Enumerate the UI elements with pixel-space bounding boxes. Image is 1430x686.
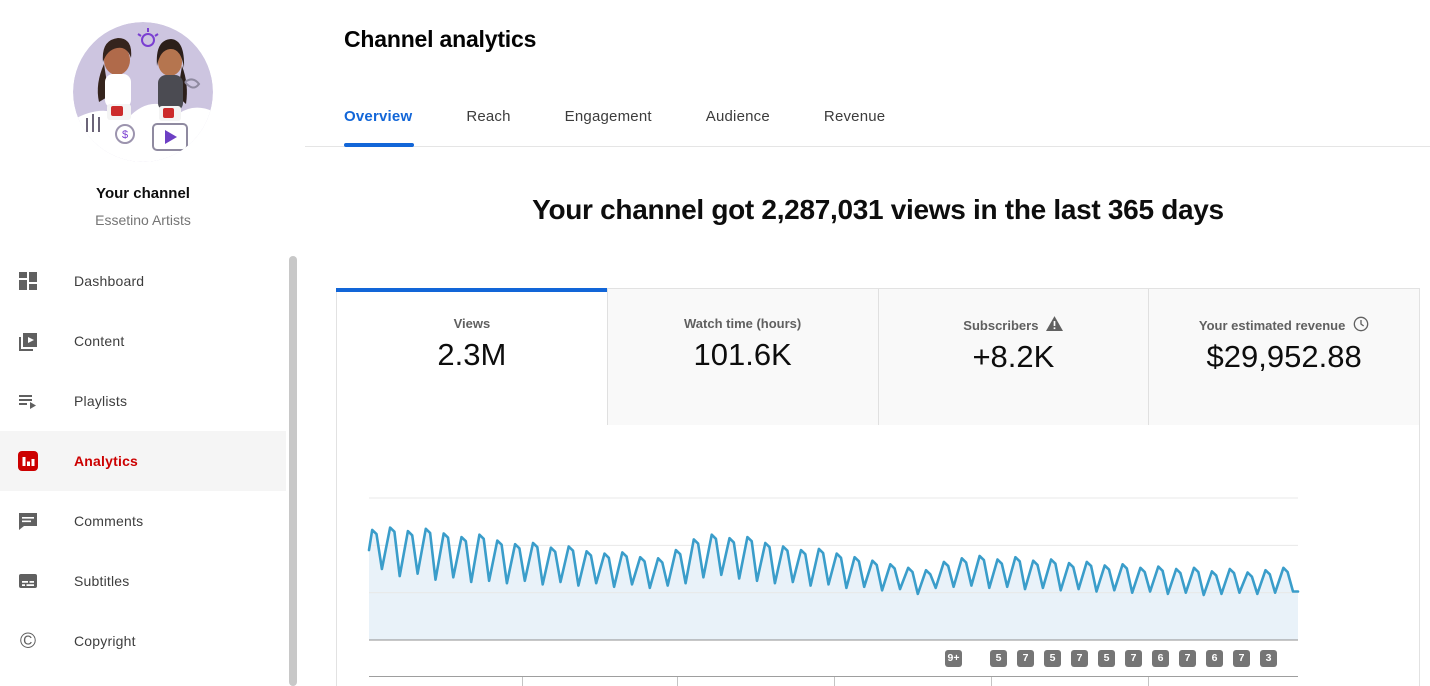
metric-label: Views <box>453 316 491 331</box>
metric-label: Watch time (hours) <box>684 316 802 331</box>
views-area-fill <box>369 527 1298 640</box>
metric-card-subscribers[interactable]: Subscribers +8.2K <box>878 289 1150 425</box>
video-marker-badge[interactable]: 7 <box>1017 650 1034 667</box>
metric-card-revenue[interactable]: Your estimated revenue $29,952.88 <box>1149 289 1419 425</box>
metric-value: 101.6K <box>693 337 792 372</box>
video-marker-badge[interactable]: 6 <box>1206 650 1223 667</box>
video-marker-badge[interactable]: 6 <box>1152 650 1169 667</box>
sidebar-item-label: Dashboard <box>74 273 145 289</box>
sidebar-item-label: Subtitles <box>74 573 130 589</box>
active-tab-indicator <box>344 143 414 147</box>
x-axis-tick <box>991 677 992 686</box>
comments-icon <box>16 509 40 533</box>
sidebar-scrollbar[interactable] <box>289 256 297 686</box>
svg-text:$: $ <box>122 129 128 141</box>
video-publish-markers: 9+ 5 7 5 7 5 7 6 7 6 7 3 <box>945 650 1277 667</box>
analytics-icon <box>16 449 40 473</box>
tab-revenue[interactable]: Revenue <box>823 108 886 125</box>
tabs-divider <box>305 146 1430 147</box>
video-marker-badge[interactable]: 7 <box>1233 650 1250 667</box>
video-marker-badge[interactable]: 9+ <box>945 650 962 667</box>
subtitles-icon <box>16 569 40 593</box>
clock-icon <box>1353 316 1369 335</box>
sidebar-item-playlists[interactable]: Playlists <box>0 371 286 431</box>
x-axis-tick <box>1148 677 1149 686</box>
dashboard-icon <box>16 269 40 293</box>
metric-label-text: Your estimated revenue <box>1198 318 1346 333</box>
tab-reach[interactable]: Reach <box>466 108 511 125</box>
playlists-icon <box>16 389 40 413</box>
sidebar-item-content[interactable]: Content <box>0 311 286 371</box>
x-axis-tick <box>677 677 678 686</box>
sidebar-item-label: Playlists <box>74 393 128 409</box>
channel-section-label: Your channel <box>96 185 190 202</box>
content-icon <box>16 329 40 353</box>
warning-icon <box>1046 316 1064 334</box>
channel-avatar-image: $ <box>73 22 213 162</box>
sidebar: $ Your channel Essetino Artists Dashboar… <box>0 0 305 686</box>
views-line-chart[interactable] <box>367 492 1300 646</box>
sidebar-item-label: Copyright <box>74 633 136 649</box>
sidebar-item-analytics[interactable]: Analytics <box>0 431 286 491</box>
video-marker-badge[interactable]: 7 <box>1071 650 1088 667</box>
sidebar-menu: Dashboard Content Playlists Analytics <box>0 251 286 671</box>
analytics-card: Views 2.3M Watch time (hours) 101.6K Sub… <box>336 288 1420 686</box>
tab-overview[interactable]: Overview <box>344 108 413 125</box>
sidebar-item-copyright[interactable]: © Copyright <box>0 611 286 671</box>
x-axis-tick <box>522 677 523 686</box>
channel-avatar[interactable]: $ <box>73 22 213 162</box>
metric-label: Subscribers <box>963 316 1064 334</box>
video-marker-badge[interactable]: 7 <box>1125 650 1142 667</box>
channel-name: Essetino Artists <box>95 212 191 228</box>
views-line-series <box>367 526 1300 597</box>
sidebar-item-label: Content <box>74 333 125 349</box>
x-axis-tick <box>834 677 835 686</box>
sidebar-item-comments[interactable]: Comments <box>0 491 286 551</box>
metric-card-views[interactable]: Views 2.3M <box>336 288 608 425</box>
video-marker-badge[interactable]: 5 <box>990 650 1007 667</box>
tab-engagement[interactable]: Engagement <box>564 108 652 125</box>
video-marker-badge[interactable]: 3 <box>1260 650 1277 667</box>
sidebar-item-dashboard[interactable]: Dashboard <box>0 251 286 311</box>
video-marker-badge[interactable]: 5 <box>1098 650 1115 667</box>
metric-card-watch-time[interactable]: Watch time (hours) 101.6K <box>607 289 879 425</box>
x-axis-line <box>369 676 1298 677</box>
tab-audience[interactable]: Audience <box>705 108 770 125</box>
video-marker-badge[interactable]: 7 <box>1179 650 1196 667</box>
sidebar-item-label: Comments <box>74 513 144 529</box>
metric-value: $29,952.88 <box>1206 339 1362 374</box>
metric-value: 2.3M <box>437 337 507 372</box>
metric-value: +8.2K <box>972 338 1055 374</box>
page-title: Channel analytics <box>344 26 537 52</box>
sidebar-item-subtitles[interactable]: Subtitles <box>0 551 286 611</box>
analytics-tabs: Overview Reach Engagement Audience Reven… <box>344 108 885 125</box>
video-marker-badge[interactable]: 5 <box>1044 650 1061 667</box>
metric-cards: Views 2.3M Watch time (hours) 101.6K Sub… <box>336 288 1419 425</box>
copyright-icon: © <box>19 628 37 653</box>
summary-headline: Your channel got 2,287,031 views in the … <box>532 194 1224 225</box>
metric-label: Your estimated revenue <box>1199 316 1369 335</box>
metric-label-text: Subscribers <box>963 317 1039 333</box>
sidebar-item-label: Analytics <box>74 453 139 469</box>
